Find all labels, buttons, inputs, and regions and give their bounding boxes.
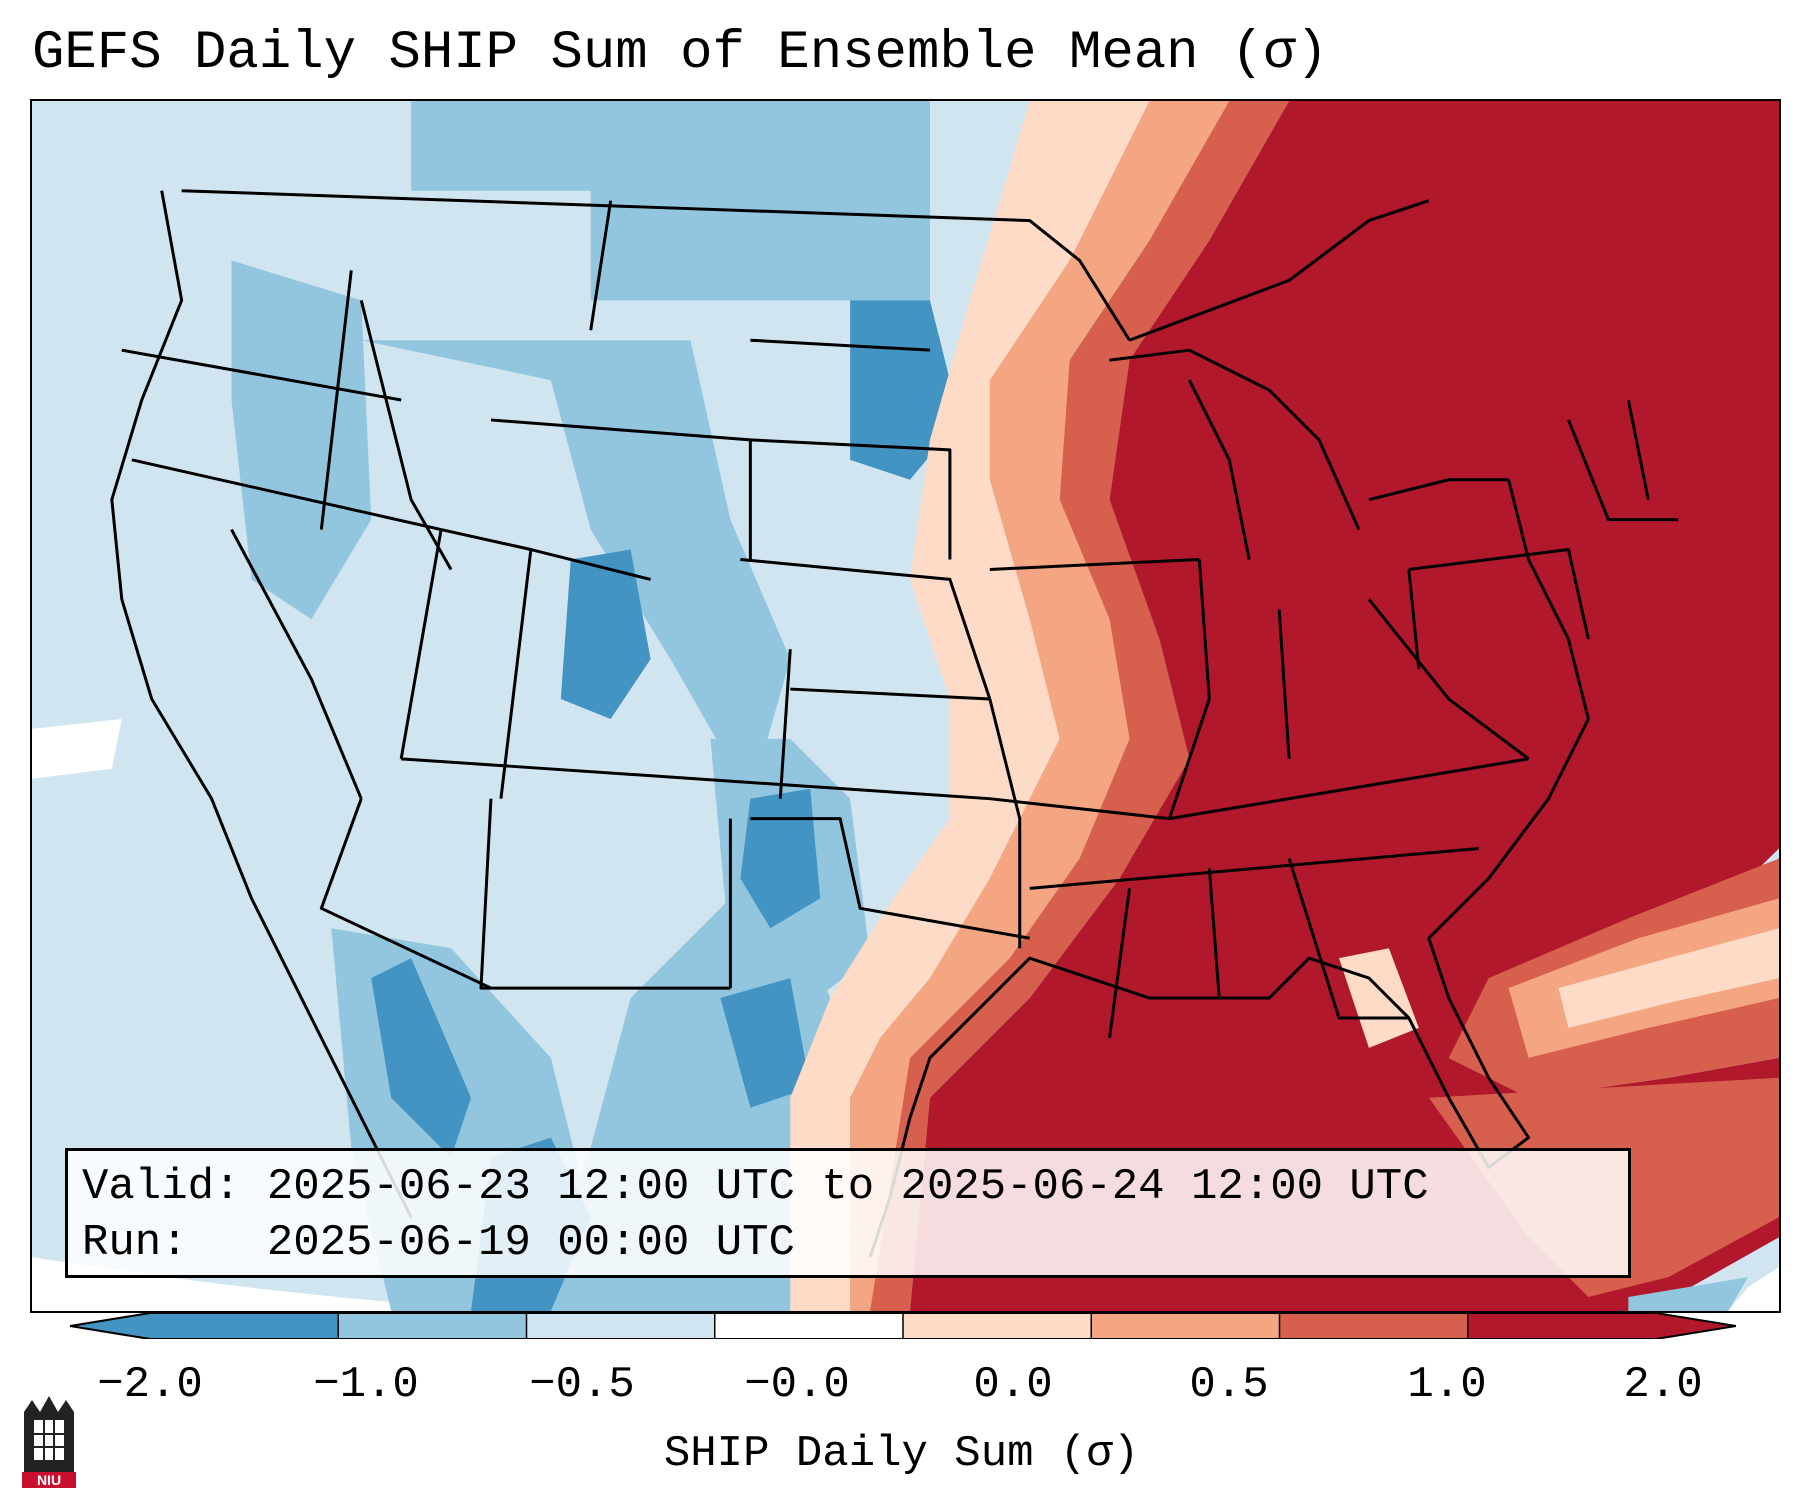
state-border (499, 549, 533, 799)
anomaly-region (850, 101, 1230, 1311)
state-border (1626, 399, 1650, 500)
colorbar-segment (1279, 1313, 1469, 1339)
colorbar-tick-label: 2.0 (1623, 1360, 1703, 1410)
colorbar-segment (903, 1313, 1092, 1339)
state-border (131, 458, 442, 532)
colorbar-tick-label: −1.0 (313, 1360, 419, 1410)
state-border (1108, 888, 1131, 1039)
anomaly-region (371, 958, 471, 1158)
valid-time-text: Valid: 2025-06-23 12:00 UTC to 2025-06-2… (82, 1162, 1429, 1212)
state-border (1567, 419, 1679, 522)
niu-logo: NIU (22, 1396, 76, 1488)
colorbar-tick-label: −2.0 (97, 1360, 203, 1410)
colorbar-extend-low (70, 1313, 150, 1339)
colorbar-tick-label: −0.0 (744, 1360, 850, 1410)
anomaly-region (231, 260, 372, 620)
state-border (479, 798, 731, 990)
state-border (790, 687, 990, 701)
state-border (1367, 598, 1530, 761)
colorbar-segment (714, 1313, 904, 1339)
colorbar-segment (338, 1313, 527, 1339)
great-lakes (1109, 348, 1270, 392)
colorbar-tick-label: −0.5 (529, 1360, 635, 1410)
state-border (1167, 559, 1211, 820)
colorbar-segment (526, 1313, 716, 1339)
state-border (1277, 609, 1291, 759)
state-border (399, 529, 443, 760)
state-border (401, 757, 990, 801)
anomaly-region (560, 549, 651, 719)
state-border (988, 698, 1022, 949)
colorbar-extend-high (1656, 1313, 1736, 1339)
state-border (750, 338, 931, 352)
state-border (1408, 548, 1590, 640)
state-border (121, 348, 402, 402)
valid-run-info-box: Valid: 2025-06-23 12:00 UTC to 2025-06-2… (65, 1148, 1631, 1278)
state-border (750, 438, 952, 560)
state-border (1207, 868, 1221, 999)
anomaly-region (790, 101, 1150, 1311)
state-border (319, 798, 492, 990)
colorbar-tick-label: 0.0 (973, 1360, 1053, 1410)
great-lakes (1368, 478, 1509, 502)
west-coastline (110, 190, 413, 1218)
canada-border (181, 189, 1131, 342)
boundaries (110, 189, 1679, 1258)
anomaly-region (740, 788, 821, 929)
domain-edge-right (1728, 1267, 1779, 1311)
colorbar-segment (1467, 1313, 1657, 1339)
anomaly-region (720, 978, 811, 1108)
colorbar-segment (150, 1313, 339, 1339)
state-border (750, 817, 1030, 940)
state-border (589, 200, 613, 331)
state-border (1407, 569, 1421, 670)
colorbar-segment (1091, 1313, 1280, 1339)
state-border (989, 557, 1200, 571)
niu-logo-text: NIU (37, 1472, 61, 1488)
great-lakes (1188, 379, 1251, 560)
state-border (778, 649, 792, 799)
anomaly-region (909, 101, 1779, 1311)
anomaly-region (32, 718, 122, 779)
colorbar-label: SHIP Daily Sum (σ) (663, 1429, 1140, 1479)
state-border (1029, 847, 1479, 890)
run-time-text: Run: 2025-06-19 00:00 UTC (82, 1218, 795, 1268)
state-border (440, 528, 651, 581)
colorbar-tick-label: 0.5 (1189, 1360, 1269, 1410)
state-border (319, 270, 353, 530)
state-border (230, 528, 363, 800)
anomaly-region (870, 101, 1290, 1311)
state-border (740, 557, 992, 700)
map-panel (30, 99, 1781, 1313)
anomaly-region (1558, 928, 1779, 1028)
colorbar (70, 1313, 1736, 1339)
anomaly-region (1628, 1277, 1749, 1311)
anomaly-region (411, 101, 930, 301)
great-lakes (1268, 388, 1361, 531)
page-title: GEFS Daily SHIP Sum of Ensemble Mean (σ) (32, 23, 1329, 84)
state-border (1287, 858, 1409, 1020)
domain-edge (32, 1257, 930, 1311)
colorbar-tick-label: 1.0 (1407, 1360, 1487, 1410)
map-canvas (32, 101, 1779, 1311)
northeast-border (1128, 199, 1430, 342)
anomaly-region (1339, 948, 1419, 1048)
